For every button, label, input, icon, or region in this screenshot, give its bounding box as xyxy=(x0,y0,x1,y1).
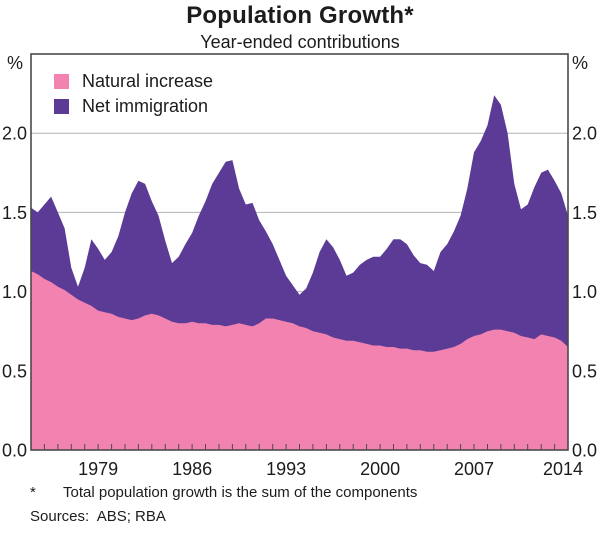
y-axis-label-right: 2.0 xyxy=(572,124,597,144)
x-axis-label: 2014 xyxy=(543,459,583,479)
natural-increase-swatch-icon xyxy=(54,73,69,89)
y-axis-label-left: 1.5 xyxy=(2,203,27,223)
net-immigration-swatch-icon xyxy=(54,98,69,114)
y-axis-label-right: 0.0 xyxy=(572,441,597,461)
x-axis-label: 1979 xyxy=(78,459,118,479)
y-axis-label-left: 0.5 xyxy=(2,361,27,381)
y-axis-unit-right: % xyxy=(572,53,589,73)
y-axis-label-right: 1.5 xyxy=(572,203,597,223)
x-axis-label: 2007 xyxy=(454,459,494,479)
sources-line: Sources: ABS; RBA xyxy=(30,508,166,525)
chart-subtitle: Year-ended contributions xyxy=(200,32,400,52)
legend: Natural increase Net immigration xyxy=(54,71,213,121)
legend-item-natural-increase: Natural increase xyxy=(54,71,213,91)
chart-title: Population Growth* xyxy=(186,2,414,29)
natural-increase-area xyxy=(31,271,568,450)
y-axis-label-right: 1.0 xyxy=(572,282,597,302)
x-axis-label: 1986 xyxy=(172,459,212,479)
x-axis-label: 2000 xyxy=(360,459,400,479)
y-axis-label-left: 2.0 xyxy=(2,124,27,144)
y-axis-unit-left: % xyxy=(7,53,24,73)
x-axis-label: 1993 xyxy=(266,459,306,479)
legend-label: Natural increase xyxy=(82,70,214,91)
y-axis-label-right: 0.5 xyxy=(572,361,597,381)
y-axis-label-left: 0.0 xyxy=(2,441,27,461)
legend-label: Net immigration xyxy=(82,95,209,116)
plot-border xyxy=(30,53,569,451)
y-axis-label-left: 1.0 xyxy=(2,282,27,302)
legend-item-net-immigration: Net immigration xyxy=(54,96,213,116)
footnote-marker: * xyxy=(30,484,36,501)
footnote-text: Total population growth is the sum of th… xyxy=(63,484,418,501)
footnote: * Total population growth is the sum of … xyxy=(30,484,417,501)
